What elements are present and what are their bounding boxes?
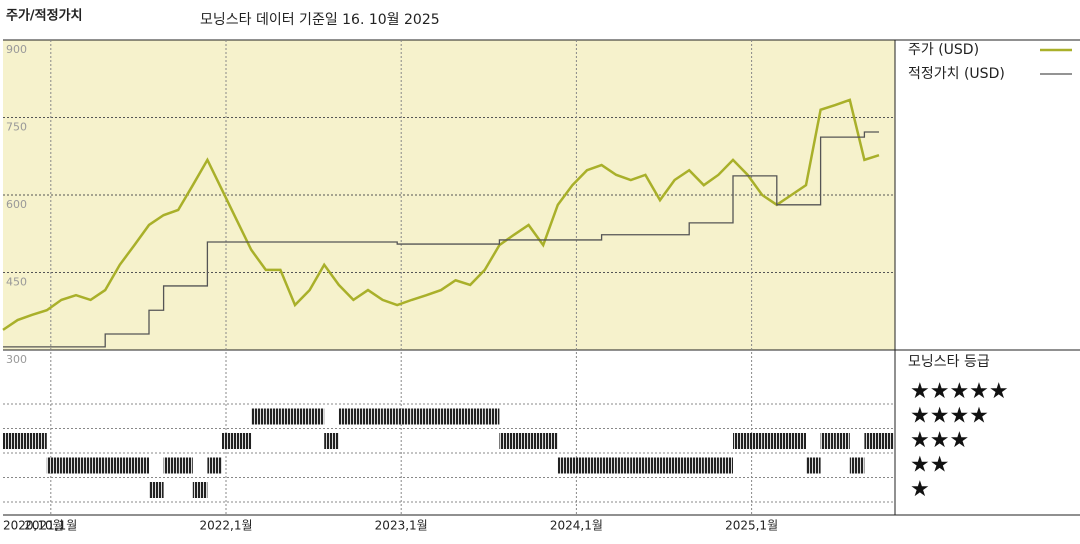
rating-mark [557,457,573,474]
rating-mark [105,457,120,474]
rating-mark [17,433,33,449]
series-line [3,131,879,348]
rating-mark [543,433,558,449]
x-tick-label: 2020,10월 [3,519,64,533]
y-tick-label: 450 [6,276,27,289]
rating-mark [514,433,529,449]
rating-mark [119,457,135,474]
rating-mark [251,408,266,425]
rating-mark [265,408,281,425]
rating-mark [835,433,850,449]
rating-mark [879,433,894,449]
rating-mark [134,457,149,474]
rating-mark [397,408,412,425]
x-tick-label: 2022,1월 [199,519,252,533]
x-tick-label: 2023,1월 [375,519,428,533]
rating-label: ★★★★ [910,404,989,429]
rating-mark [368,408,383,425]
rating-mark [820,433,836,449]
rating-mark [470,408,485,425]
y-tick-label: 300 [6,353,27,366]
rating-mark [32,433,47,449]
rating-mark [382,408,398,425]
rating-mark [660,457,675,474]
y-tick-label: 750 [6,121,27,134]
rating-mark [849,457,865,474]
rating-mark [61,457,76,474]
rating-mark [674,457,690,474]
rating-mark [762,433,777,449]
rating-mark [207,457,222,474]
rating-mark [455,408,471,425]
rating-mark [353,408,368,425]
legend-label: 적정가치 (USD) [908,66,1005,82]
rating-mark [484,408,500,425]
x-tick-label: 2024,1월 [550,519,603,533]
rating-mark [864,433,879,449]
rating-mark [76,457,91,474]
rating-mark [324,433,339,449]
rating-mark [587,457,602,474]
rating-mark [630,457,646,474]
rating-label: ★★★★★ [910,379,1009,404]
rating-mark [178,457,193,474]
legend-label: 주가 (USD) [908,42,979,58]
rating-mark [280,408,295,425]
rating-mark [46,457,62,474]
rating-mark [776,433,792,449]
rating-mark [295,408,310,425]
x-tick-label: 2021,1월 [24,519,77,533]
y-tick-label: 600 [6,198,27,211]
rating-mark [718,457,733,474]
rating-mark [3,433,18,449]
rating-mark [426,408,441,425]
rating-mark [791,433,806,449]
rating-label: ★★★ [910,428,969,453]
rating-title: 모닝스타 등급 [908,354,990,370]
rating-mark [90,457,106,474]
rating-mark [703,457,719,474]
rating-mark [733,433,748,449]
series-line [2,98,880,331]
rating-mark [747,433,763,449]
chart-title: 주가/적정가치 [6,8,83,24]
rating-mark [601,457,617,474]
rating-mark [149,482,164,498]
rating-mark [163,457,179,474]
rating-mark [192,482,208,498]
y-tick-label: 900 [6,43,27,56]
x-tick-label: 2025,1월 [725,519,778,533]
rating-mark [572,457,587,474]
rating-label: ★★ [910,453,949,478]
rating-label: ★ [910,477,930,502]
rating-mark [411,408,427,425]
rating-mark [441,408,456,425]
chart-subtitle: 모닝스타 데이터 기준일 16. 10월 2025 [200,12,440,28]
rating-mark [236,433,252,449]
rating-mark [222,433,237,449]
rating-mark [309,408,325,425]
rating-mark [645,457,660,474]
rating-mark [528,433,544,449]
rating-mark [616,457,631,474]
rating-mark [338,408,354,425]
rating-mark [806,457,821,474]
rating-mark [689,457,704,474]
rating-mark [499,433,514,449]
